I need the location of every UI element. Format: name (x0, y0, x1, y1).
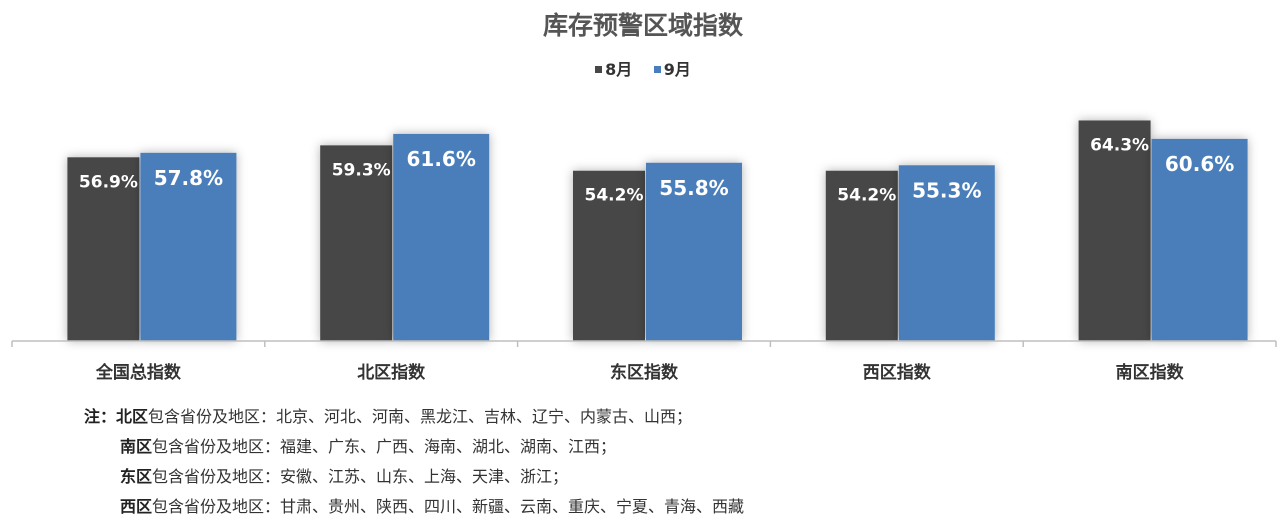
bar-aug (573, 170, 645, 341)
note-prefix: 注： (84, 407, 117, 426)
category-label: 全国总指数 (95, 362, 182, 383)
legend: 8月 9月 (0, 56, 1286, 80)
bar-sep (646, 162, 742, 341)
legend-swatch-aug (595, 66, 603, 73)
data-label-aug: 54.2% (837, 186, 896, 206)
note-region-east: 东区 (120, 467, 153, 486)
bar-aug (1078, 120, 1151, 341)
legend-item-aug: 8月 (595, 56, 632, 80)
category-label: 东区指数 (610, 362, 679, 383)
legend-label-sep: 9月 (663, 60, 691, 79)
note-line-north: 注：北区包含省份及地区：北京、河北、河南、黑龙江、吉林、辽宁、内蒙古、山西； (84, 402, 744, 432)
data-label-aug: 59.3% (332, 160, 391, 180)
bar-aug (320, 145, 393, 341)
bar-chart-plot: 56.9% 57.8% 全国总指数 59.3% 61.6% 北区指数 54.2% 55.8% 东… (11, 120, 1277, 383)
bar-aug (67, 157, 140, 341)
note-text-east: 包含省份及地区：安徽、江苏、山东、上海、天津、浙江； (152, 467, 569, 486)
note-region-west: 西区 (120, 497, 153, 516)
note-line-south: 南区包含省份及地区：福建、广东、广西、海南、湖北、湖南、江西； (84, 432, 744, 462)
bar-sep (898, 165, 995, 341)
note-text-north: 包含省份及地区：北京、河北、河南、黑龙江、吉林、辽宁、内蒙古、山西； (148, 407, 693, 426)
bar-sep (1151, 138, 1248, 341)
bar-sep (393, 133, 490, 341)
category-label: 南区指数 (1116, 362, 1185, 383)
note-text-west: 包含省份及地区：甘肃、贵州、陕西、四川、新疆、云南、重庆、宁夏、青海、西藏 (152, 497, 745, 516)
note-line-west: 西区包含省份及地区：甘肃、贵州、陕西、四川、新疆、云南、重庆、宁夏、青海、西藏 (84, 492, 744, 522)
legend-item-sep: 9月 (653, 56, 691, 80)
category-label: 西区指数 (863, 362, 932, 383)
data-label-sep: 60.6% (1165, 152, 1234, 176)
bar-sep (140, 152, 237, 341)
data-label-aug: 54.2% (585, 186, 644, 206)
chart-title: 库存预警区域指数 (542, 11, 743, 40)
note-text-south: 包含省份及地区：福建、广东、广西、海南、湖北、湖南、江西； (152, 437, 617, 456)
data-label-sep: 55.3% (912, 178, 981, 202)
legend-swatch-sep (653, 66, 661, 73)
note-line-east: 东区包含省份及地区：安徽、江苏、山东、上海、天津、浙江； (84, 462, 744, 492)
data-label-aug: 64.3% (1090, 135, 1149, 155)
bar-aug (825, 170, 898, 341)
legend-label-aug: 8月 (605, 60, 633, 79)
data-label-sep: 61.6% (407, 147, 476, 171)
data-label-aug: 56.9% (79, 172, 138, 192)
data-label-sep: 57.8% (154, 166, 223, 190)
data-label-sep: 55.8% (659, 176, 728, 200)
note-region-north: 北区 (116, 407, 149, 426)
category-label: 北区指数 (357, 362, 426, 383)
note-region-south: 南区 (120, 437, 153, 456)
notes: 注：北区包含省份及地区：北京、河北、河南、黑龙江、吉林、辽宁、内蒙古、山西； 南… (84, 402, 744, 522)
